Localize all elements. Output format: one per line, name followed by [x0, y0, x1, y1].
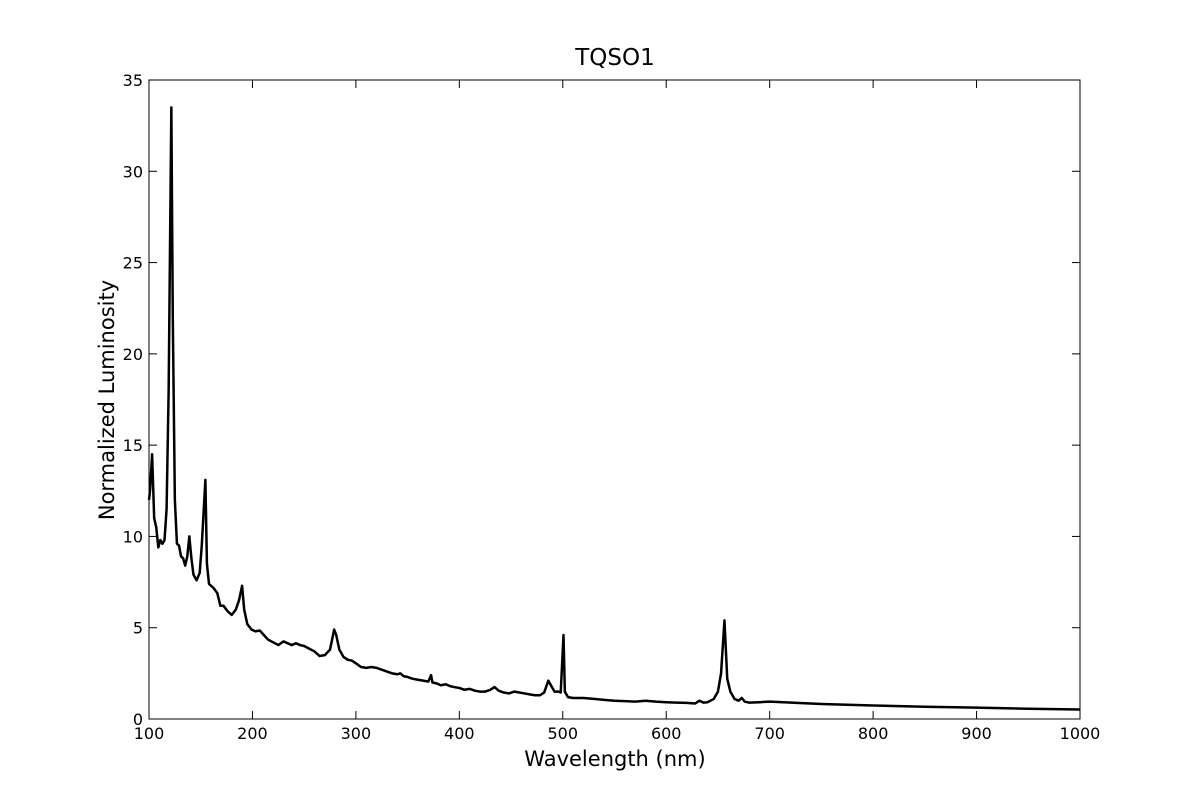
x-axis-label: Wavelength (nm) — [524, 747, 705, 771]
y-tick-label: 5 — [133, 619, 143, 638]
y-tick-label: 20 — [123, 345, 143, 364]
y-tick-label: 0 — [133, 710, 143, 729]
y-axis-label: Normalized Luminosity — [95, 280, 119, 520]
y-tick-label: 25 — [123, 254, 143, 273]
x-tick-label: 100 — [134, 724, 165, 743]
x-tick-label: 200 — [237, 724, 268, 743]
x-tick-label: 900 — [961, 724, 992, 743]
x-tick-label: 1000 — [1060, 724, 1101, 743]
spectrum-line — [147, 106, 1081, 711]
y-tick-label: 30 — [123, 162, 143, 181]
x-tick-label: 800 — [858, 724, 889, 743]
x-tick-label: 500 — [548, 724, 579, 743]
y-tick-label: 15 — [123, 436, 143, 455]
x-tick-label: 600 — [651, 724, 682, 743]
y-tick-label: 35 — [123, 71, 143, 90]
x-tick-label: 700 — [754, 724, 785, 743]
x-tick-label: 300 — [341, 724, 372, 743]
y-tick-label: 10 — [123, 527, 143, 546]
chart-title: TQSO1 — [574, 45, 655, 71]
x-tick-label: 400 — [444, 724, 475, 743]
plot-frame — [148, 79, 1081, 720]
